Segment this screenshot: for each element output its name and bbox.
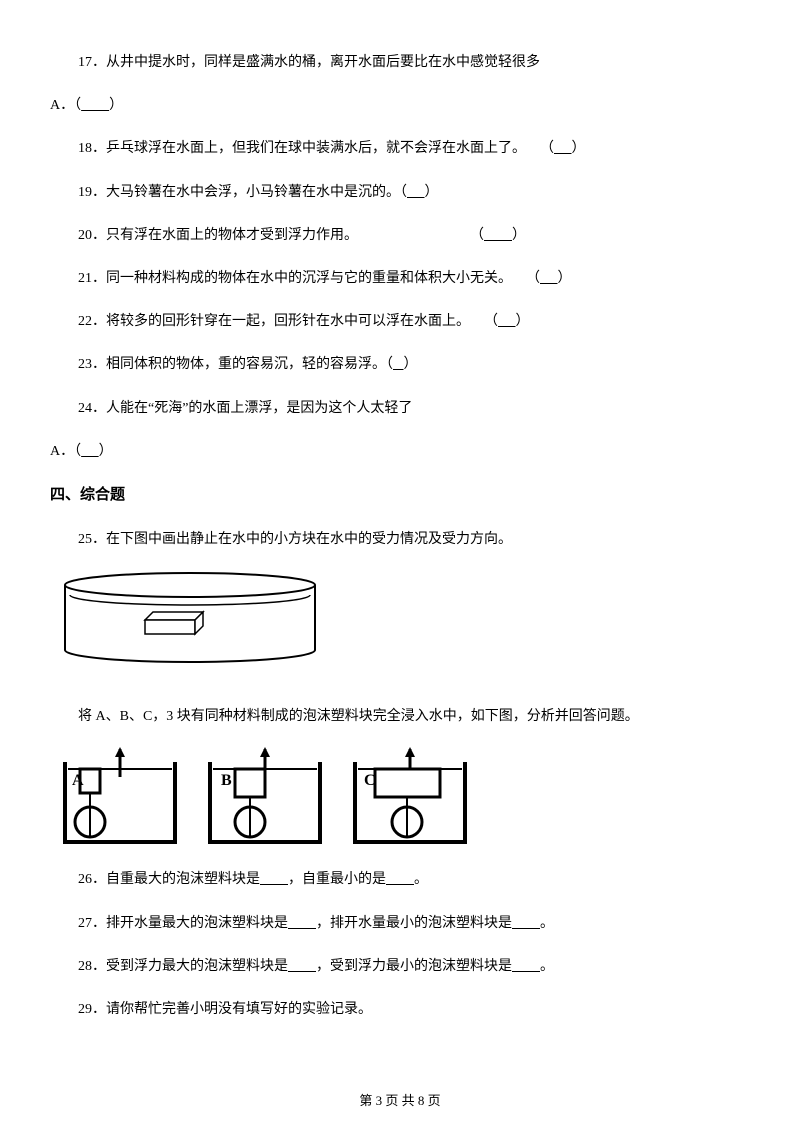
question-19: 19．大马铃薯在水中会浮，小马铃薯在水中是沉的。（ ）	[50, 180, 750, 205]
q21-text: 同一种材料构成的物体在水中的沉浮与它的重量和体积大小无关。	[106, 271, 505, 286]
q28-t1: 受到浮力最大的泡沫塑料块是	[106, 959, 288, 974]
q18-close: ）	[572, 141, 586, 156]
q20-num: 20．	[78, 228, 106, 243]
q29-num: 29．	[78, 1002, 106, 1017]
q26-num: 26．	[78, 872, 106, 887]
q20-blank[interactable]	[484, 228, 512, 243]
q23-close: ）	[404, 357, 418, 372]
footer-suffix: 页	[424, 1093, 440, 1108]
q22-close: ）	[516, 314, 530, 329]
q25-text: 在下图中画出静止在水中的小方块在水中的受力情况及受力方向。	[106, 532, 512, 547]
q20-close: ）	[512, 228, 526, 243]
q26-t2: ，自重最小的是	[288, 872, 386, 887]
q26-t1: 自重最大的泡沫塑料块是	[106, 872, 260, 887]
q27-b1[interactable]	[288, 916, 316, 931]
question-28: 28．受到浮力最大的泡沫塑料块是 ，受到浮力最小的泡沫塑料块是 。	[50, 954, 750, 979]
q27-b2[interactable]	[512, 916, 540, 931]
q19-text: 大马铃薯在水中会浮，小马铃薯在水中是沉的。（	[106, 185, 407, 200]
bowl-svg	[60, 570, 320, 675]
question-17: 17．从井中提水时，同样是盛满水的桶，离开水面后要比在水中感觉轻很多	[50, 50, 750, 75]
question-27: 27．排开水量最大的泡沫塑料块是 ，排开水量最小的泡沫塑料块是 。	[50, 911, 750, 936]
figure-tanks: A B C	[60, 747, 750, 847]
opt17-close: ）	[109, 98, 123, 113]
q28-b2[interactable]	[512, 959, 540, 974]
q21-open: （	[533, 271, 540, 286]
q26-b1[interactable]	[260, 872, 288, 887]
q17-text: 从井中提水时，同样是盛满水的桶，离开水面后要比在水中感觉轻很多	[106, 55, 540, 70]
question-20: 20．只有浮在水面上的物体才受到浮力作用。 （ ）	[50, 223, 750, 248]
q28-t3: 。	[540, 959, 554, 974]
q18-gap	[519, 141, 547, 156]
q21-blank[interactable]	[540, 271, 558, 286]
question-25: 25．在下图中画出静止在水中的小方块在水中的受力情况及受力方向。	[50, 527, 750, 552]
figure-bowl	[60, 570, 750, 684]
footer-prefix: 第	[359, 1093, 375, 1108]
q23-text: 相同体积的物体，重的容易沉，轻的容易浮。（	[106, 357, 393, 372]
intro-abc: 将 A、B、C，3 块有同种材料制成的泡沫塑料块完全浸入水中，如下图，分析并回答…	[50, 704, 750, 729]
q22-text: 将较多的回形针穿在一起，回形针在水中可以浮在水面上。	[106, 314, 463, 329]
q21-num: 21．	[78, 271, 106, 286]
question-22: 22．将较多的回形针穿在一起，回形针在水中可以浮在水面上。 （ ）	[50, 309, 750, 334]
q19-close: ）	[425, 185, 439, 200]
tank-a-label: A	[72, 772, 84, 789]
q18-open: （	[547, 141, 554, 156]
question-23: 23．相同体积的物体，重的容易沉，轻的容易浮。（ ）	[50, 352, 750, 377]
q27-t2: ，排开水量最小的泡沫塑料块是	[316, 916, 512, 931]
q22-num: 22．	[78, 314, 106, 329]
q18-num: 18．	[78, 141, 106, 156]
question-29: 29．请你帮忙完善小明没有填写好的实验记录。	[50, 997, 750, 1022]
opt17-label: A．（	[50, 98, 81, 113]
question-21: 21．同一种材料构成的物体在水中的沉浮与它的重量和体积大小无关。 （ ）	[50, 266, 750, 291]
q27-t3: 。	[540, 916, 554, 931]
q28-t2: ，受到浮力最小的泡沫塑料块是	[316, 959, 512, 974]
q28-b1[interactable]	[288, 959, 316, 974]
q22-gap	[463, 314, 491, 329]
q20-gap	[351, 228, 477, 243]
q25-num: 25．	[78, 532, 106, 547]
tank-c-svg: C	[350, 747, 470, 847]
q21-close: ）	[558, 271, 572, 286]
q28-num: 28．	[78, 959, 106, 974]
question-26: 26．自重最大的泡沫塑料块是 ，自重最小的是 。	[50, 867, 750, 892]
q23-blank[interactable]	[393, 357, 404, 372]
q24-num: 24．	[78, 401, 106, 416]
q18-blank[interactable]	[554, 141, 572, 156]
footer-mid: 页 共	[382, 1093, 418, 1108]
q22-blank[interactable]	[498, 314, 516, 329]
question-18: 18．乒乓球浮在水面上，但我们在球中装满水后，就不会浮在水面上了。 （ ）	[50, 136, 750, 161]
q21-gap	[505, 271, 533, 286]
q19-blank[interactable]	[407, 185, 425, 200]
opt24-blank[interactable]	[81, 444, 99, 459]
question-24: 24．人能在“死海”的水面上漂浮，是因为这个人太轻了	[50, 396, 750, 421]
q19-num: 19．	[78, 185, 106, 200]
q27-num: 27．	[78, 916, 106, 931]
tank-b-svg: B	[205, 747, 325, 847]
page-footer: 第 3 页 共 8 页	[0, 1089, 800, 1112]
q18-text: 乒乓球浮在水面上，但我们在球中装满水后，就不会浮在水面上了。	[106, 141, 519, 156]
section-4-title: 四、综合题	[50, 482, 750, 509]
q22-open: （	[491, 314, 498, 329]
q20-text: 只有浮在水面上的物体才受到浮力作用。	[106, 228, 351, 243]
option-17a: A．（ ）	[50, 93, 750, 118]
opt24-label: A．（	[50, 444, 81, 459]
q27-t1: 排开水量最大的泡沫塑料块是	[106, 916, 288, 931]
q23-num: 23．	[78, 357, 106, 372]
q24-text: 人能在“死海”的水面上漂浮，是因为这个人太轻了	[106, 401, 412, 416]
opt24-close: ）	[99, 444, 113, 459]
tank-a-svg: A	[60, 747, 180, 847]
q29-text: 请你帮忙完善小明没有填写好的实验记录。	[106, 1002, 372, 1017]
q20-open: （	[477, 228, 484, 243]
q26-b2[interactable]	[386, 872, 414, 887]
option-24a: A．（ ）	[50, 439, 750, 464]
q26-t3: 。	[414, 872, 428, 887]
opt17-blank[interactable]	[81, 98, 109, 113]
q17-num: 17．	[78, 55, 106, 70]
tank-b-label: B	[221, 772, 232, 789]
tank-c-label: C	[364, 772, 376, 789]
